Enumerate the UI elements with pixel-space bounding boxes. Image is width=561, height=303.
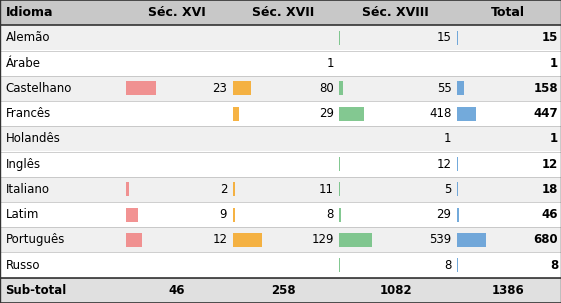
Text: 8: 8 [327, 208, 334, 221]
Bar [233, 82, 251, 95]
Bar [0, 278, 561, 303]
Bar [126, 82, 155, 95]
Bar [0, 0, 561, 25]
Text: Alemão: Alemão [6, 32, 50, 44]
Bar [457, 233, 486, 247]
Text: 2: 2 [220, 183, 227, 196]
Text: Sub-total: Sub-total [6, 284, 67, 297]
Bar [126, 182, 129, 196]
Bar [457, 82, 464, 95]
Text: 80: 80 [319, 82, 334, 95]
Bar [233, 182, 235, 196]
Text: Italiano: Italiano [6, 183, 49, 196]
Text: 46: 46 [168, 284, 185, 297]
Bar [126, 208, 137, 221]
Bar [457, 182, 458, 196]
Text: Português: Português [6, 233, 65, 246]
Text: 15: 15 [542, 32, 558, 44]
Text: Árabe: Árabe [6, 57, 40, 70]
Bar [0, 51, 561, 76]
Bar [233, 107, 240, 121]
Text: Latim: Latim [6, 208, 39, 221]
Text: Séc. XVII: Séc. XVII [252, 6, 314, 19]
Text: 1386: 1386 [491, 284, 524, 297]
Bar [0, 152, 561, 177]
Text: 12: 12 [212, 233, 227, 246]
Text: 258: 258 [271, 284, 296, 297]
Text: 12: 12 [436, 158, 452, 171]
Text: 680: 680 [534, 233, 558, 246]
Text: 1: 1 [550, 132, 558, 145]
Bar [457, 107, 476, 121]
Bar [0, 25, 561, 51]
Text: 29: 29 [319, 107, 334, 120]
Text: 46: 46 [542, 208, 558, 221]
Bar [0, 126, 561, 152]
Text: 539: 539 [429, 233, 452, 246]
Text: 447: 447 [534, 107, 558, 120]
Bar [457, 31, 458, 45]
Text: 29: 29 [436, 208, 452, 221]
Text: Castelhano: Castelhano [6, 82, 72, 95]
Text: 15: 15 [436, 32, 452, 44]
Text: 23: 23 [212, 82, 227, 95]
Text: 129: 129 [311, 233, 334, 246]
Text: 1: 1 [444, 132, 452, 145]
Text: Russo: Russo [6, 259, 40, 271]
Bar [233, 208, 234, 221]
Text: Francês: Francês [6, 107, 51, 120]
Text: Total: Total [491, 6, 525, 19]
Text: Inglês: Inglês [6, 158, 41, 171]
Bar [339, 107, 365, 121]
Bar [0, 227, 561, 252]
Bar [339, 82, 343, 95]
Text: 8: 8 [444, 259, 452, 271]
Bar [126, 233, 141, 247]
Text: 1: 1 [550, 57, 558, 70]
Text: 158: 158 [534, 82, 558, 95]
Text: 9: 9 [220, 208, 227, 221]
Text: 1: 1 [327, 57, 334, 70]
Text: 418: 418 [429, 107, 452, 120]
Bar [457, 208, 459, 221]
Text: Séc. XVI: Séc. XVI [148, 6, 205, 19]
Bar [233, 233, 262, 247]
Text: Idioma: Idioma [6, 6, 53, 19]
Text: 11: 11 [319, 183, 334, 196]
Text: 1082: 1082 [379, 284, 412, 297]
Bar [339, 157, 340, 171]
Text: Holandês: Holandês [6, 132, 61, 145]
Bar [0, 76, 561, 101]
Bar [0, 101, 561, 126]
Text: 8: 8 [550, 259, 558, 271]
Text: 18: 18 [542, 183, 558, 196]
Bar [339, 208, 341, 221]
Bar [0, 202, 561, 227]
Bar [0, 177, 561, 202]
Text: 5: 5 [444, 183, 452, 196]
Bar [0, 252, 561, 278]
Bar [339, 31, 341, 45]
Text: 12: 12 [542, 158, 558, 171]
Text: Séc. XVIII: Séc. XVIII [362, 6, 429, 19]
Text: 55: 55 [437, 82, 452, 95]
Bar [339, 233, 372, 247]
